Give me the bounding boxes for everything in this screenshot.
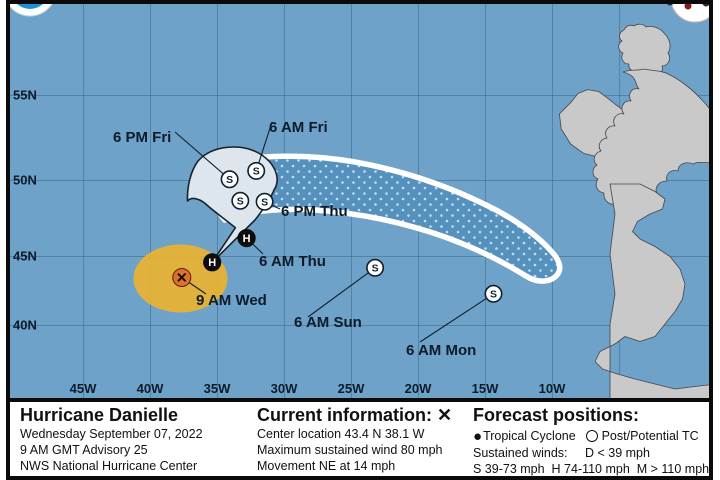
svg-text:6 AM Fri: 6 AM Fri (269, 119, 328, 136)
svg-text:6 AM Mon: 6 AM Mon (406, 342, 476, 359)
svg-text:9 AM Wed: 9 AM Wed (196, 292, 267, 309)
svg-text:6 PM Thu: 6 PM Thu (281, 203, 348, 220)
svg-text:6 AM Thu: 6 AM Thu (259, 253, 326, 270)
svg-text:6 PM Fri: 6 PM Fri (113, 129, 171, 146)
svg-text:6 AM Sun: 6 AM Sun (294, 314, 362, 331)
